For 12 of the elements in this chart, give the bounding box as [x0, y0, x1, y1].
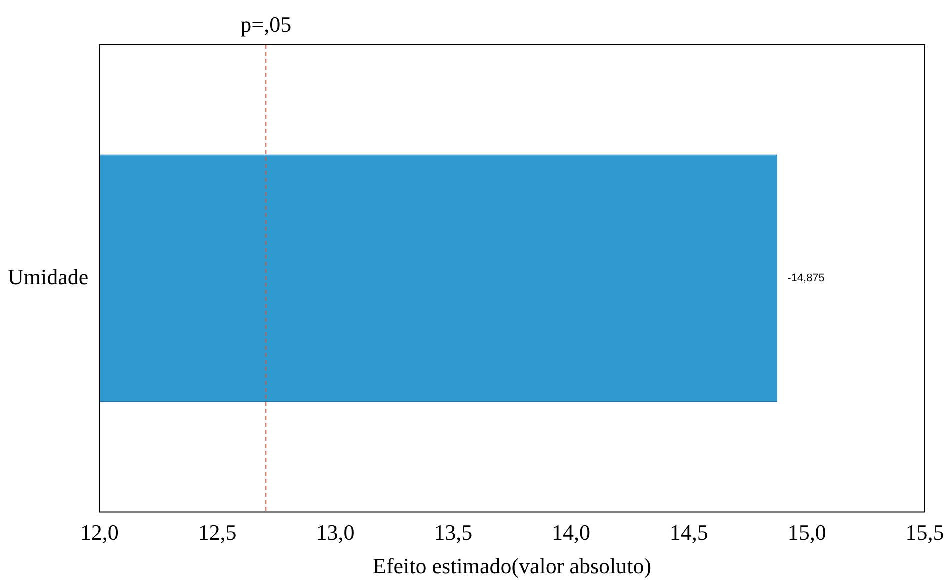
x-tick-label: 12,0 — [80, 520, 119, 546]
x-tick-label: 13,5 — [434, 520, 473, 546]
y-tick-label: Umidade — [8, 264, 89, 290]
x-tick-label: 14,0 — [552, 520, 591, 546]
x-tick-label: 13,0 — [316, 520, 355, 546]
x-tick-label: 15,0 — [788, 520, 826, 546]
x-tick-label: 12,5 — [198, 520, 237, 546]
x-axis-title: Efeito estimado(valor absoluto) — [373, 554, 652, 579]
x-tick-label: 15,5 — [906, 520, 944, 546]
ref-line-label: p=,05 — [240, 12, 292, 37]
annotation: -14,875 — [788, 272, 825, 285]
x-tick-label: 14,5 — [670, 520, 708, 546]
